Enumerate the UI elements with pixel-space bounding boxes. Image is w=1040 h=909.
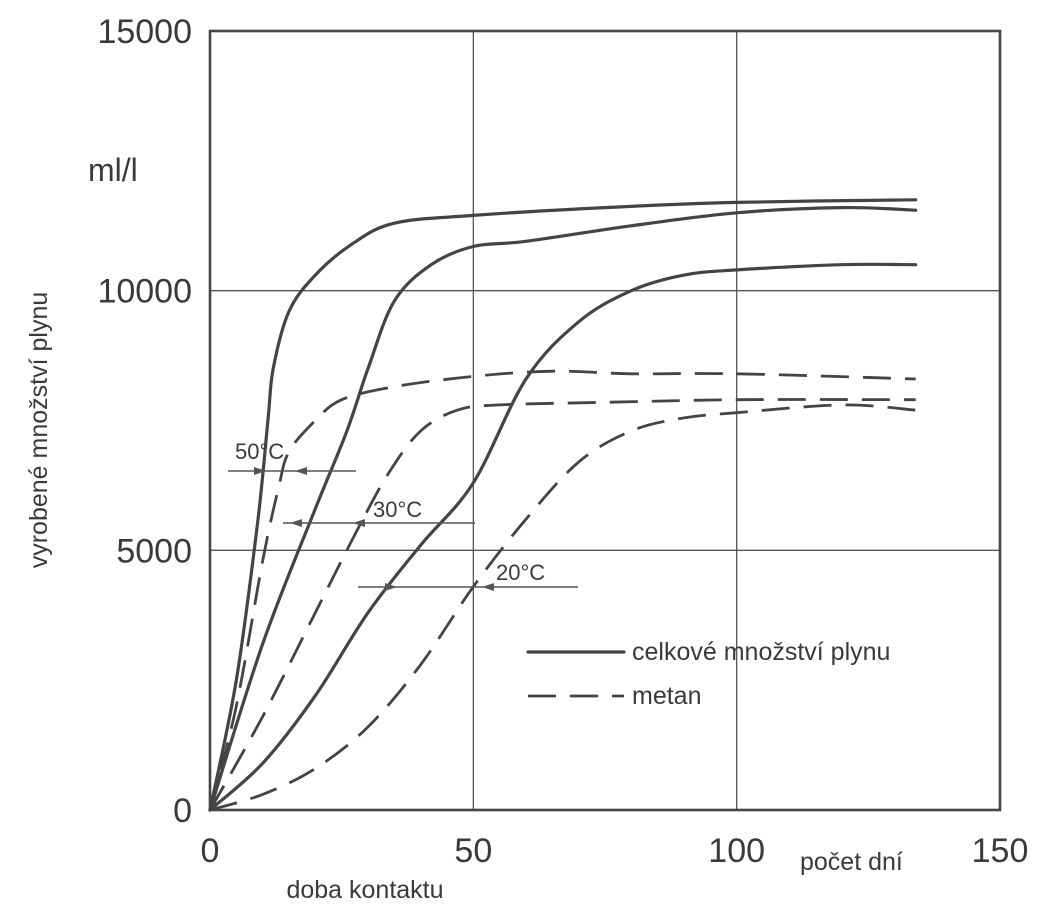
x-tick-label-0: 0 <box>201 832 220 870</box>
legend: celkové množství plynu metan <box>526 638 890 710</box>
x-tick-label-2: 100 <box>708 832 765 870</box>
total-gas-line-30 <box>208 205 918 812</box>
grid-layer <box>210 31 1000 810</box>
x-tick-label-1: 50 <box>454 832 492 870</box>
marker-arrow-20-right <box>482 583 494 591</box>
tick-labels: 0 50 100 150 0 5000 10000 15000 <box>97 13 1028 870</box>
x-unit-label: počet dní <box>800 848 903 876</box>
temperature-label-50: 50°C <box>235 439 284 464</box>
series-layer <box>208 198 918 812</box>
temperature-marker-30: 30°C <box>283 497 475 527</box>
y-tick-label-1: 5000 <box>116 532 192 570</box>
plot-frame <box>208 29 1002 812</box>
marker-arrow-20-left <box>385 583 397 591</box>
x-tick-label-3: 150 <box>972 832 1029 870</box>
methane-line-30 <box>208 398 916 811</box>
y-tick-label-3: 15000 <box>97 13 192 51</box>
methane-line-50 <box>208 369 916 811</box>
marker-arrow-30-right <box>353 519 365 527</box>
temperature-label-20: 20°C <box>496 560 545 585</box>
y-unit-label: ml/l <box>88 152 138 188</box>
legend-label-total: celkové množství plynu <box>632 638 890 666</box>
marker-arrow-30-left <box>290 519 302 527</box>
y-axis-title: vyrobené množství plynu <box>25 292 53 569</box>
temperature-marker-20: 20°C <box>358 560 578 591</box>
y-tick-label-2: 10000 <box>97 273 192 311</box>
marker-arrow-50-right <box>295 467 307 475</box>
total-gas-line-20 <box>208 262 918 812</box>
methane-line-20 <box>209 403 916 812</box>
temperature-marker-50: 50°C <box>228 439 356 475</box>
total-gas-line-50 <box>208 198 918 812</box>
y-tick-label-0: 0 <box>173 792 192 830</box>
legend-label-methane: metan <box>632 682 701 710</box>
temperature-label-30: 30°C <box>373 497 422 522</box>
marker-arrow-50-left <box>254 467 266 475</box>
x-axis-title: doba kontaktu <box>286 876 443 904</box>
